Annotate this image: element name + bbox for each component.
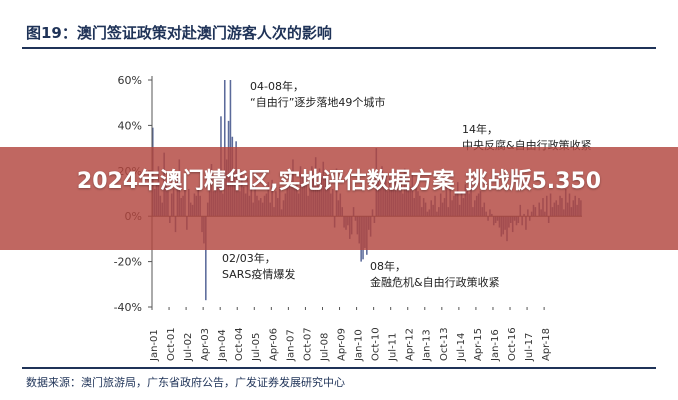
x-tick-label: Apr-09 xyxy=(336,328,347,361)
data-source: 数据来源：澳门旅游局，广东省政府公告，广发证券发展研究中心 xyxy=(26,376,345,389)
x-tick-label: Apr-12 xyxy=(405,328,416,361)
x-tick-label: Oct-07 xyxy=(302,327,313,361)
x-tick-label: Jan-07 xyxy=(285,329,296,362)
y-tick-label: -20% xyxy=(114,256,142,269)
y-tick-label: 40% xyxy=(118,119,142,132)
x-tick-label: Apr-15 xyxy=(473,328,484,361)
y-tick-label: -40% xyxy=(114,301,142,314)
x-tick-label: Oct-13 xyxy=(439,327,450,361)
title-rule xyxy=(22,47,656,49)
overlay-banner: 2024年澳门精华区,实地评估数据方案_挑战版5.350 xyxy=(0,147,678,250)
x-tick-label: Jul-05 xyxy=(251,333,262,362)
x-tick-label: Oct-16 xyxy=(507,327,518,361)
x-tick-label: Jan-04 xyxy=(217,329,228,362)
x-tick-label: Jan-10 xyxy=(354,329,365,362)
x-tick-label: Jul-11 xyxy=(388,333,399,362)
annotation: 02/03年， SARS疫情爆发 xyxy=(222,251,295,281)
figure-title: 图19：澳门签证政策对赴澳门游客人次的影响 xyxy=(26,24,332,42)
x-tick-label: Oct-01 xyxy=(166,327,177,361)
x-tick-label: Apr-06 xyxy=(268,328,279,361)
y-tick-label: 60% xyxy=(118,74,142,87)
x-tick-label: Oct-04 xyxy=(234,327,245,361)
x-tick-label: Jul-17 xyxy=(524,333,535,362)
x-tick-label: Jan-16 xyxy=(490,329,501,362)
x-tick-label: Apr-18 xyxy=(541,328,552,361)
bar xyxy=(205,216,207,301)
x-tick-label: Oct-10 xyxy=(371,327,382,361)
x-tick-label: Jan-01 xyxy=(149,329,160,362)
x-tick-label: Jul-14 xyxy=(456,333,467,362)
annotation: 08年，金融危机&自由行政策收紧 xyxy=(370,259,500,289)
x-tick-label: Jul-08 xyxy=(319,333,330,362)
x-tick-label: Jul-02 xyxy=(183,333,194,362)
x-tick-label: Apr-03 xyxy=(200,328,211,361)
overlay-headline: 2024年澳门精华区,实地评估数据方案_挑战版5.350 xyxy=(76,169,602,194)
annotation: 04-08年，“自由行”逐步落地49个城市 xyxy=(250,79,385,109)
source-rule xyxy=(22,367,656,369)
x-tick-label: Jan-13 xyxy=(422,329,433,362)
